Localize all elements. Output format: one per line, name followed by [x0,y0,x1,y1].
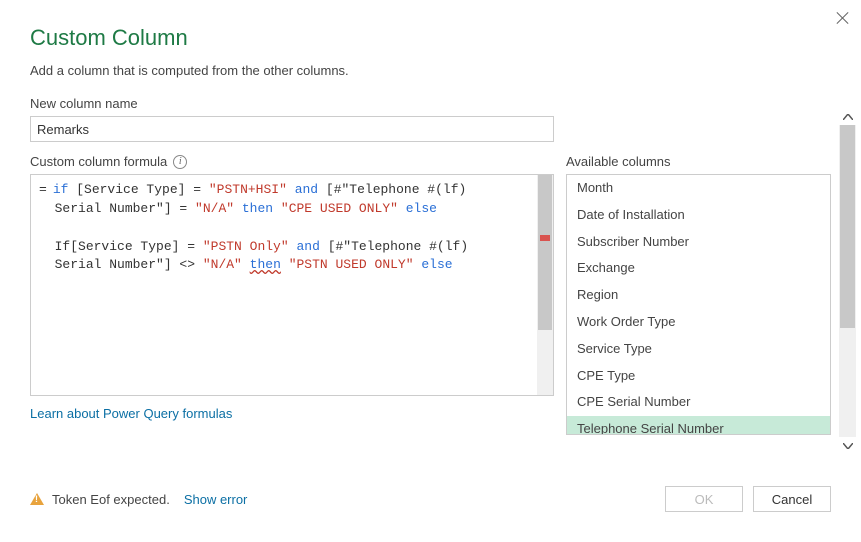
available-column-item[interactable]: CPE Serial Number [567,389,830,416]
formula-scroll-thumb[interactable] [538,175,552,330]
scroll-up-icon[interactable] [839,108,856,125]
available-column-item[interactable]: CPE Type [567,363,830,390]
error-message: Token Eof expected. [52,492,170,507]
cancel-button[interactable]: Cancel [753,486,831,512]
dialog-subtitle: Add a column that is computed from the o… [30,63,831,78]
ok-button[interactable]: OK [665,486,743,512]
formula-error-marker [540,235,550,241]
available-columns-label: Available columns [566,154,831,169]
scroll-track[interactable] [839,125,856,437]
formula-editor[interactable]: =if [Service Type] = "PSTN+HSI" and [#"T… [30,174,554,396]
warning-icon [30,493,44,505]
learn-link[interactable]: Learn about Power Query formulas [30,406,232,421]
available-column-item[interactable]: Service Type [567,336,830,363]
available-column-item[interactable]: Region [567,282,830,309]
available-column-item[interactable]: Work Order Type [567,309,830,336]
formula-label: Custom column formula i [30,154,554,169]
available-column-item[interactable]: Telephone Serial Number [567,416,830,435]
column-name-input[interactable] [30,116,554,142]
show-error-link[interactable]: Show error [184,492,248,507]
available-columns-list[interactable]: MonthDate of InstallationSubscriber Numb… [566,174,831,435]
column-name-label: New column name [30,96,831,111]
formula-eq: = [39,182,53,197]
scroll-thumb[interactable] [840,125,855,328]
dialog-title: Custom Column [30,25,831,51]
info-icon[interactable]: i [173,155,187,169]
available-column-item[interactable]: Date of Installation [567,202,830,229]
available-column-item[interactable]: Exchange [567,255,830,282]
available-column-item[interactable]: Subscriber Number [567,229,830,256]
formula-scrollbar[interactable] [537,175,553,395]
scroll-down-icon[interactable] [839,437,856,454]
custom-column-dialog: Custom Column Add a column that is compu… [30,25,831,512]
dialog-scrollbar[interactable] [839,108,856,454]
close-icon[interactable] [835,10,851,26]
formula-label-text: Custom column formula [30,154,167,169]
formula-content[interactable]: =if [Service Type] = "PSTN+HSI" and [#"T… [31,175,553,281]
dialog-footer: Token Eof expected. Show error OK Cancel [30,486,831,512]
available-column-item[interactable]: Month [567,175,830,202]
